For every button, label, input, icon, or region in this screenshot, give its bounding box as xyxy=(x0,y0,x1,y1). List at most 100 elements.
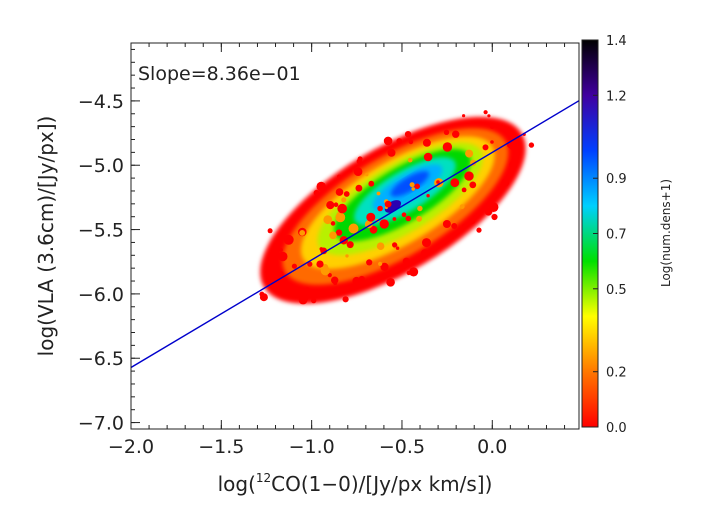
density-speck xyxy=(291,263,297,269)
density-speck xyxy=(330,221,336,226)
density-speck xyxy=(335,188,344,196)
density-speck xyxy=(366,259,373,266)
density-speck xyxy=(491,213,498,221)
density-speck xyxy=(469,218,476,224)
density-speck xyxy=(423,152,433,162)
density-speck xyxy=(376,191,381,196)
density-speck xyxy=(484,208,493,216)
density-speck xyxy=(348,169,352,173)
density-speck xyxy=(422,138,431,147)
density-speck xyxy=(378,261,383,266)
density-speck xyxy=(442,220,451,228)
density-speck xyxy=(301,294,309,302)
density-speck xyxy=(356,158,362,164)
density-speck xyxy=(307,261,313,267)
x-tick-label: −2.0 xyxy=(108,436,154,458)
density-speck xyxy=(384,200,392,208)
density-speck xyxy=(377,205,383,212)
density-speck xyxy=(501,178,510,187)
density-speck xyxy=(345,254,349,258)
density-speck xyxy=(326,201,335,210)
colorbar-tick-label: 1.2 xyxy=(606,89,627,104)
density-speck xyxy=(422,238,431,248)
density-speck xyxy=(508,140,519,151)
colorbar-tick-label: 0.7 xyxy=(606,228,627,243)
density-speck xyxy=(353,167,363,176)
density-speck xyxy=(469,181,477,189)
colorbar-label: Log(num.dens+1) xyxy=(659,179,673,287)
plot-frame xyxy=(130,42,580,430)
density-speck xyxy=(442,142,453,152)
y-tick-label: −6.5 xyxy=(78,348,124,370)
colorbar-tick-label: 0.9 xyxy=(606,172,627,187)
y-tick-label: −4.5 xyxy=(78,91,124,113)
density-speck xyxy=(259,293,268,302)
density-speck xyxy=(451,223,458,229)
density-speck xyxy=(489,124,495,129)
density-speck xyxy=(487,114,491,118)
y-tick-label: −5.5 xyxy=(78,220,124,242)
fit-line-group xyxy=(131,100,579,369)
density-speck xyxy=(299,230,306,236)
density-speck xyxy=(368,180,375,187)
density-speck xyxy=(380,262,389,271)
density-speck xyxy=(476,227,482,233)
density-speck xyxy=(409,267,419,277)
colorbar-tick-label: 0.0 xyxy=(606,421,627,436)
density-speck xyxy=(465,149,474,158)
y-tick-label: −6.0 xyxy=(78,284,124,306)
density-speck xyxy=(348,223,359,234)
density-speck xyxy=(267,228,273,234)
y-tick-label: −7.0 xyxy=(78,413,124,435)
slope-annotation: Slope=8.36e−01 xyxy=(138,63,301,85)
density-speck xyxy=(342,296,349,303)
density-speck xyxy=(313,189,320,196)
density-speck xyxy=(401,212,407,217)
density-speck xyxy=(490,140,494,144)
x-axis: −2.0 −1.5 −1.0 −0.5 0.0 xyxy=(108,43,566,458)
density-speck xyxy=(300,287,309,296)
density-speck xyxy=(311,297,317,304)
density-speck xyxy=(462,114,466,118)
density-speck xyxy=(343,191,350,197)
density-speck xyxy=(376,242,385,250)
density-speck xyxy=(461,187,467,193)
x-tick-label: −1.5 xyxy=(198,436,244,458)
density-speck xyxy=(416,215,422,222)
density-speck xyxy=(366,212,376,222)
density-speck xyxy=(436,180,440,184)
density-speck xyxy=(459,204,465,210)
density-speck xyxy=(270,270,277,276)
density-speck xyxy=(420,249,429,257)
density-speck xyxy=(509,161,518,169)
density-speck xyxy=(402,257,410,265)
density-speck xyxy=(333,202,339,207)
density-speck xyxy=(278,251,288,262)
density-speck xyxy=(355,184,363,192)
density-speck xyxy=(386,278,395,287)
density-speck xyxy=(411,187,416,191)
density-speck xyxy=(417,205,423,212)
density-speck xyxy=(283,234,294,245)
density-speck xyxy=(443,129,450,135)
density-speck xyxy=(452,130,460,138)
density-speck xyxy=(320,266,330,276)
y-axis-label: log(VLA (3.6cm)/[Jy/px]) xyxy=(34,116,58,357)
density-speck xyxy=(352,276,361,286)
x-tick-label: 0.0 xyxy=(477,436,507,458)
density-speck xyxy=(337,203,348,214)
density-speck xyxy=(414,183,421,190)
density-speck xyxy=(408,139,414,145)
density-speck xyxy=(483,110,488,115)
colorbar-tick-label: 1.4 xyxy=(606,34,627,49)
density-speck xyxy=(279,248,283,252)
density-speck xyxy=(271,252,276,256)
density-speck xyxy=(392,217,397,221)
colorbar-tick-label: 0.5 xyxy=(606,283,627,298)
x-axis-label: log(12CO(1−0)/[Jy/px km/s]) xyxy=(218,471,493,496)
density-speck xyxy=(335,212,346,223)
density-speck xyxy=(369,225,378,234)
density-speck xyxy=(387,148,396,157)
density-speck xyxy=(396,138,403,144)
